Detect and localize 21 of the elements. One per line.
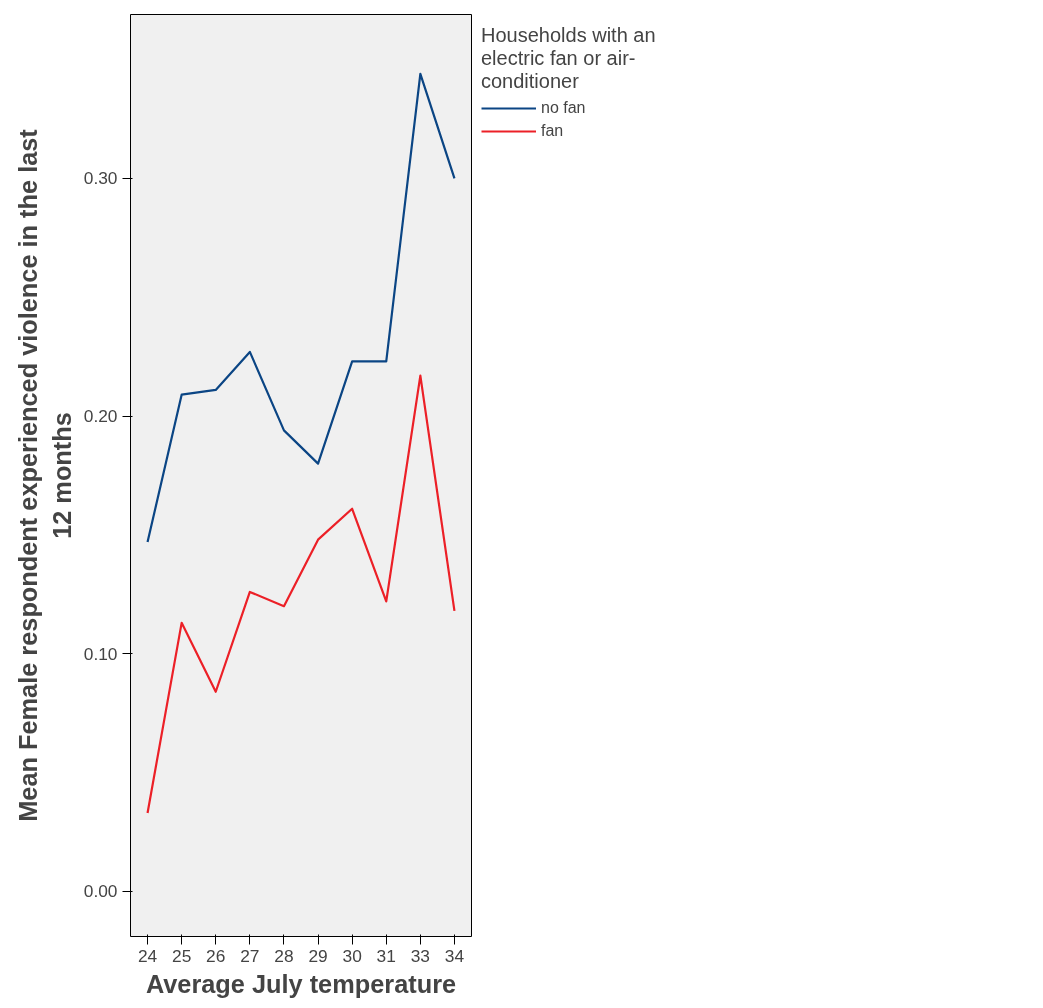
y-tick-label: 0.30 xyxy=(83,168,118,189)
legend-title: Households with an electric fan or air-conditioner xyxy=(481,24,656,93)
y-tick-label: 0.20 xyxy=(83,406,118,427)
x-tick-label: 33 xyxy=(410,945,430,966)
x-axis-title: Average July temperature xyxy=(145,969,457,998)
line-series xyxy=(146,374,456,815)
x-tick-label: 28 xyxy=(274,945,294,966)
x-tick-label: 30 xyxy=(342,945,362,966)
x-tick-label: 29 xyxy=(308,945,328,966)
line-series xyxy=(146,72,456,544)
x-tick-label: 25 xyxy=(172,945,192,966)
legend-label: no fan xyxy=(541,99,586,117)
x-tick-label: 27 xyxy=(240,945,260,966)
x-tick-label: 26 xyxy=(206,945,226,966)
y-tick-label: 0.10 xyxy=(83,643,118,664)
legend-label: fan xyxy=(541,122,564,140)
y-axis-title: Mean Female respondent experienced violence in the last 12 months xyxy=(14,128,76,822)
x-tick-label: 31 xyxy=(376,945,396,966)
x-tick-label: 34 xyxy=(444,945,465,966)
y-tick-label: 0.00 xyxy=(83,881,118,902)
x-tick-label: 24 xyxy=(137,945,158,966)
